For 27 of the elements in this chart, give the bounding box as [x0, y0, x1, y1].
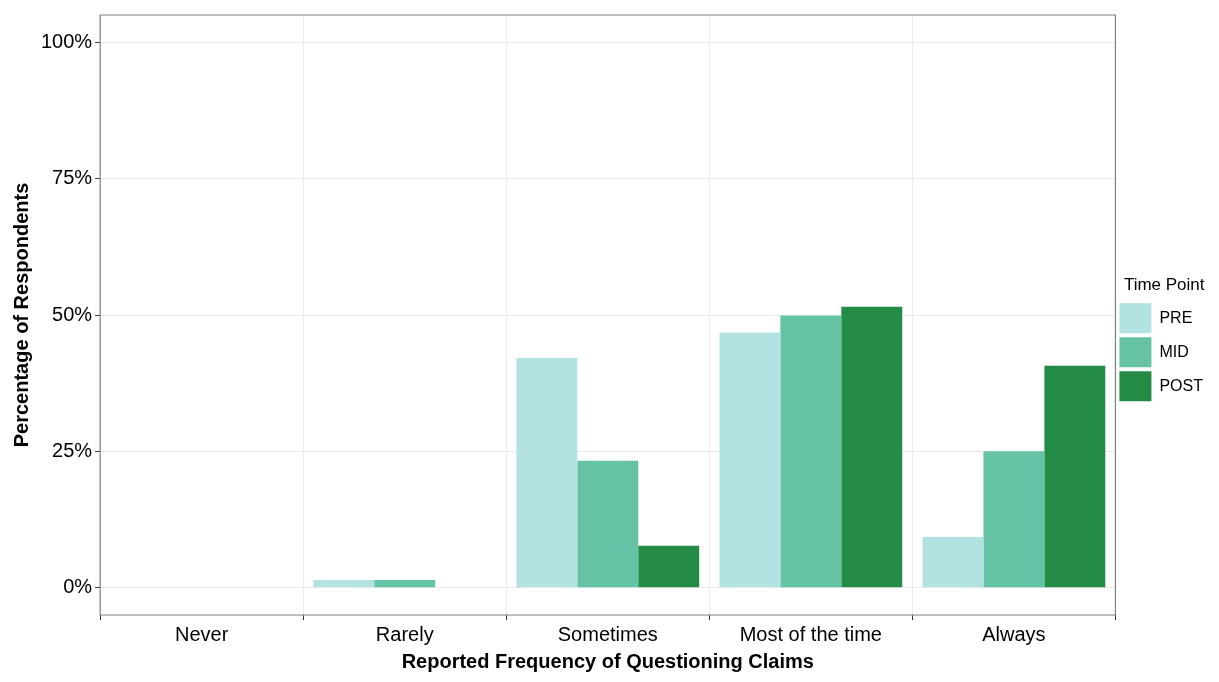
y-tick-label: 75%	[52, 166, 93, 189]
x-tick-label: Most of the time	[739, 622, 882, 645]
legend-label: POST	[1159, 376, 1204, 394]
bar	[983, 451, 1045, 588]
y-axis-title: Percentage of Respondents	[9, 182, 32, 448]
legend-title: Time Point	[1123, 274, 1205, 294]
bar	[841, 306, 903, 588]
bar	[922, 537, 984, 588]
legend-label: PRE	[1159, 308, 1193, 326]
y-tick-label: 0%	[63, 575, 93, 598]
y-tick-label: 100%	[41, 29, 93, 52]
x-tick-label: Always	[982, 622, 1046, 645]
bar	[577, 460, 639, 588]
legend-label: MID	[1159, 342, 1189, 360]
bar	[780, 315, 842, 588]
bar	[638, 545, 700, 588]
x-axis-title: Reported Frequency of Questioning Claims	[401, 649, 814, 672]
bar	[313, 580, 375, 588]
y-tick-label: 25%	[52, 438, 93, 461]
bar	[516, 358, 578, 588]
bar	[1044, 365, 1106, 588]
bar	[719, 332, 781, 588]
x-tick-label: Sometimes	[557, 622, 658, 645]
x-tick-label: Never	[175, 622, 229, 645]
bar	[374, 580, 436, 588]
y-tick-label: 50%	[52, 302, 93, 325]
x-tick-label: Rarely	[375, 622, 434, 645]
